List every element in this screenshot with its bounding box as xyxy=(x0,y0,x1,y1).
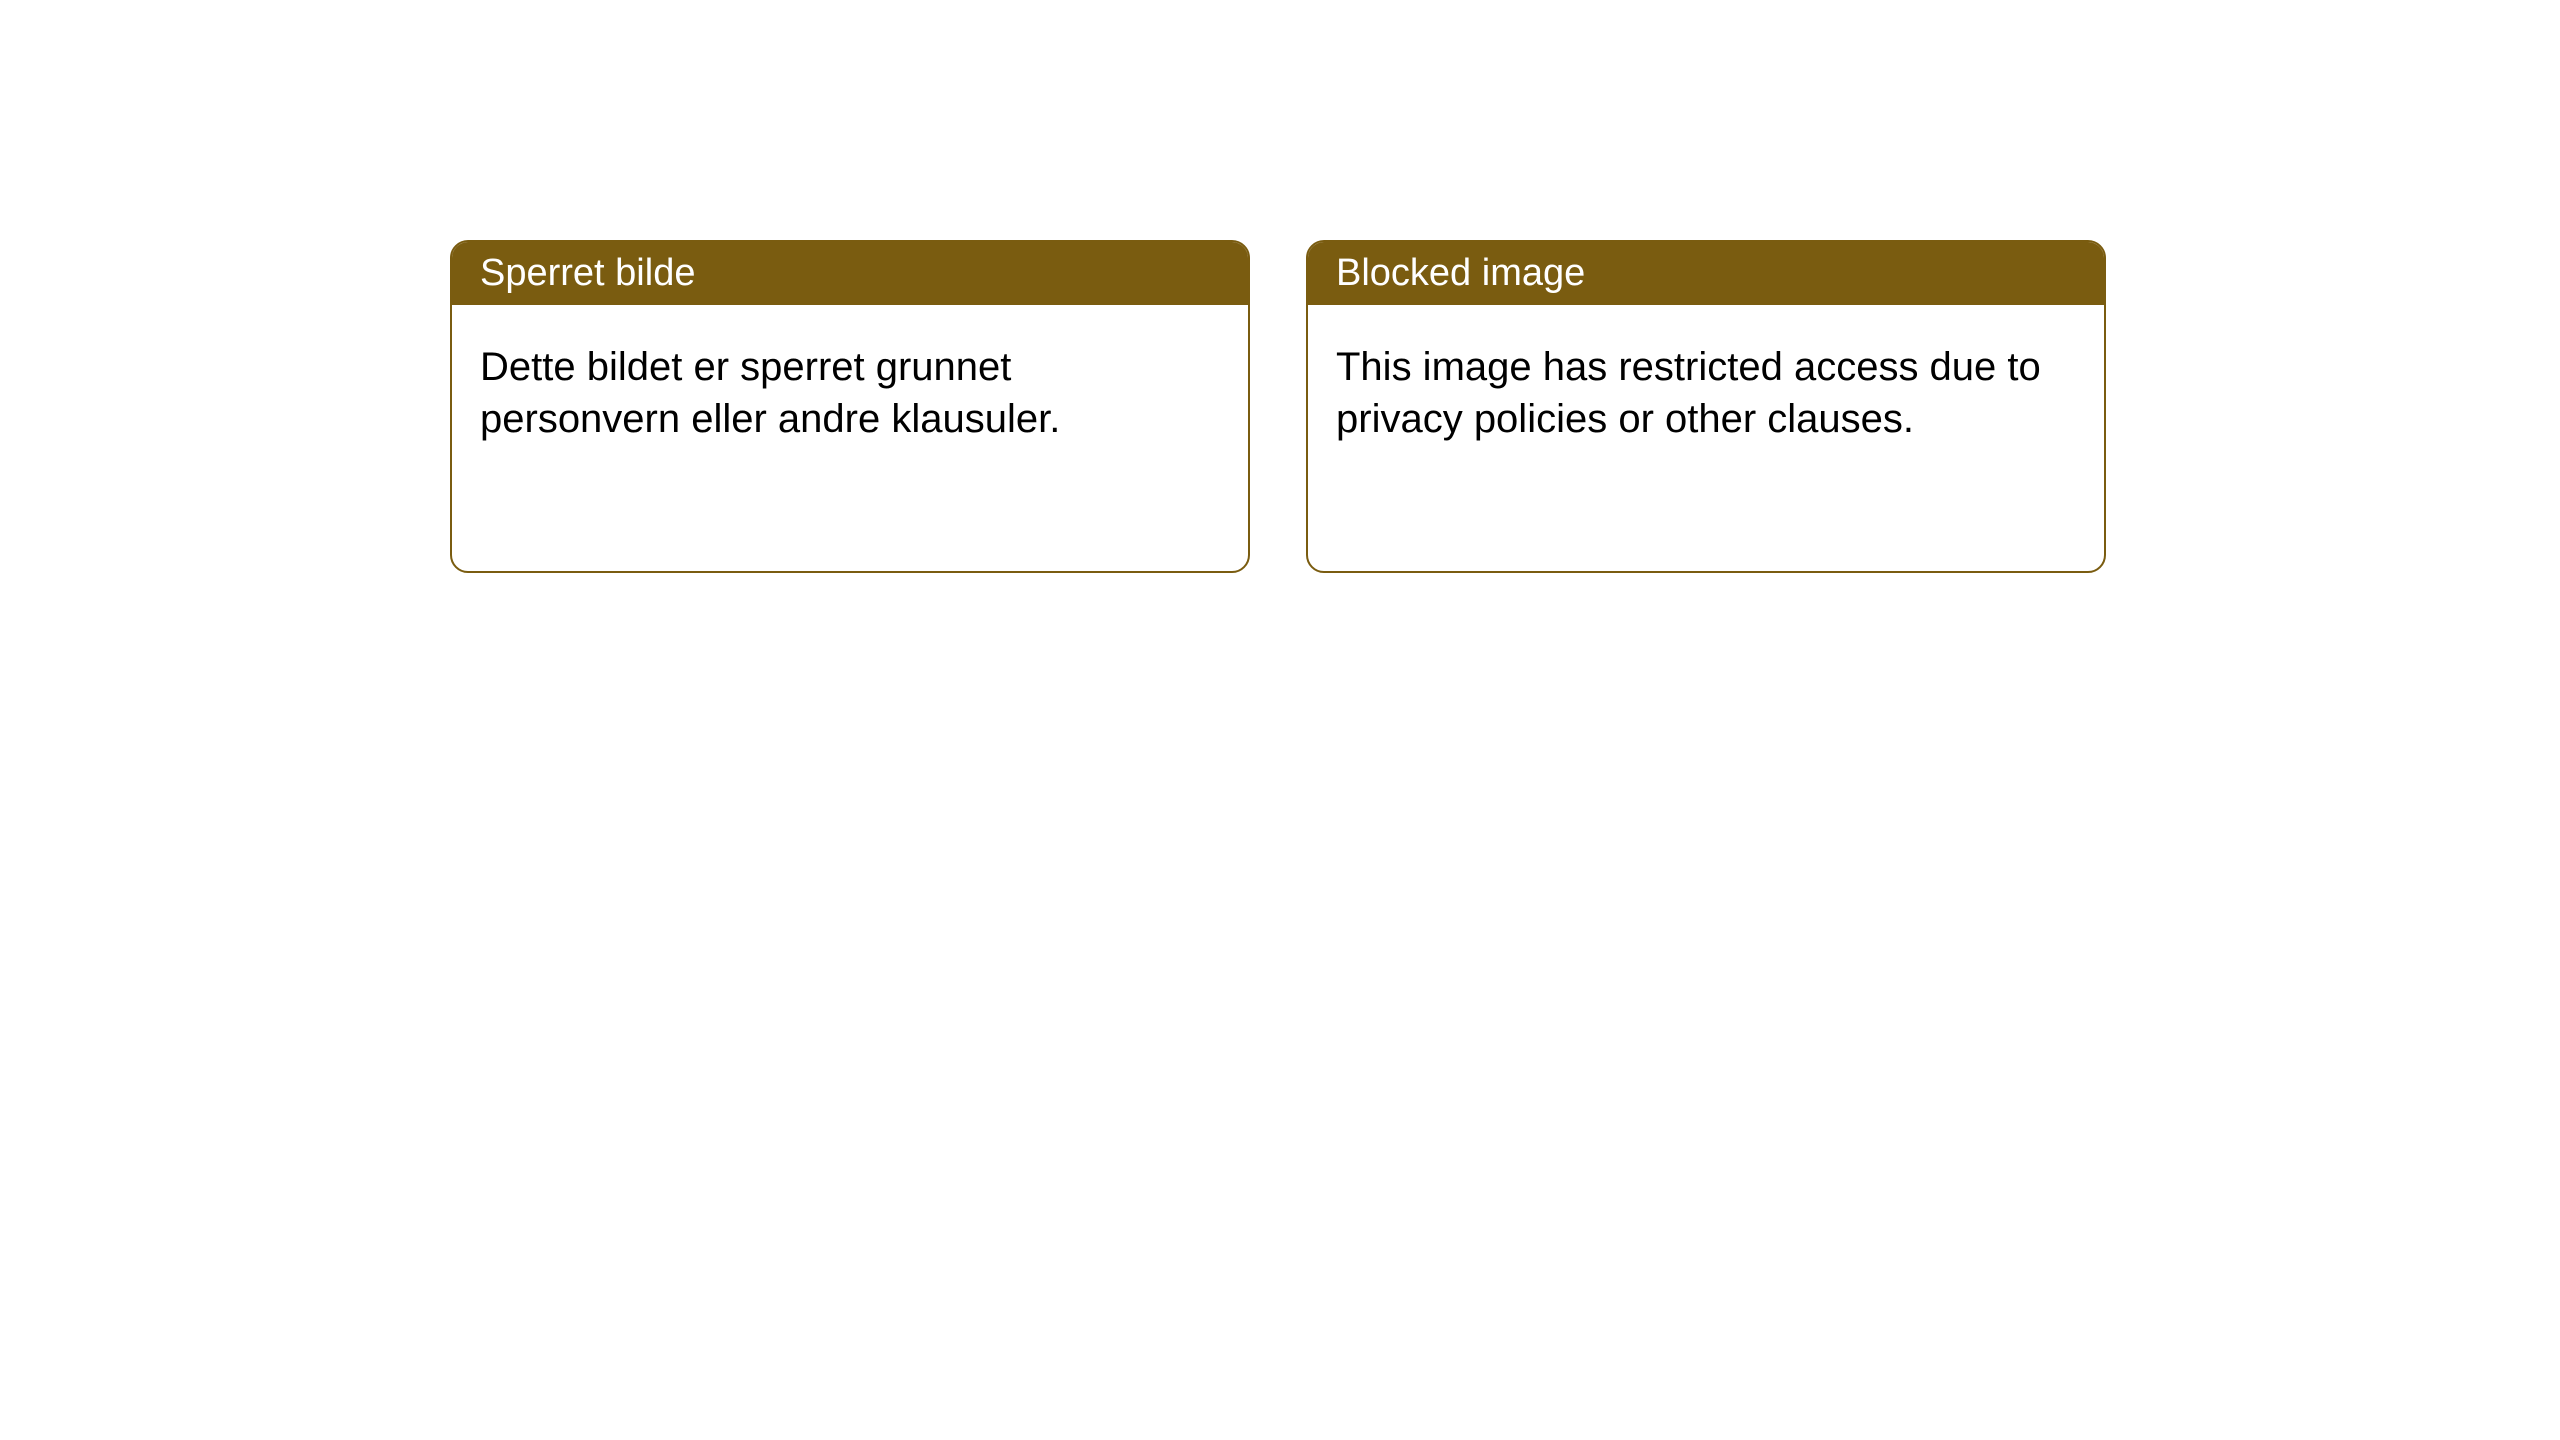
card-body-text: This image has restricted access due to … xyxy=(1336,345,2041,441)
card-body: Dette bildet er sperret grunnet personve… xyxy=(452,305,1248,481)
card-title: Sperret bilde xyxy=(480,252,695,294)
card-body-text: Dette bildet er sperret grunnet personve… xyxy=(480,345,1060,441)
notice-cards-container: Sperret bilde Dette bildet er sperret gr… xyxy=(450,240,2106,573)
notice-card-english: Blocked image This image has restricted … xyxy=(1306,240,2106,573)
card-body: This image has restricted access due to … xyxy=(1308,305,2104,481)
card-title: Blocked image xyxy=(1336,252,1585,294)
card-header: Blocked image xyxy=(1308,242,2104,305)
notice-card-norwegian: Sperret bilde Dette bildet er sperret gr… xyxy=(450,240,1250,573)
card-header: Sperret bilde xyxy=(452,242,1248,305)
